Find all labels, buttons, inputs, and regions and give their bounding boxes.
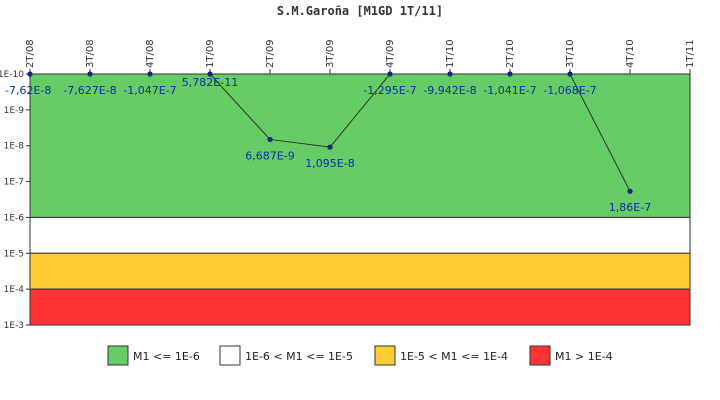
- legend-swatch: [219, 345, 241, 366]
- band-0: [29, 73, 691, 218]
- y-tick-label: 1E-4: [4, 285, 25, 295]
- data-point: [387, 71, 393, 77]
- legend-swatch: [529, 345, 551, 366]
- x-tick-label: 2T/10: [505, 39, 516, 68]
- data-label: -1,047E-7: [123, 84, 176, 97]
- data-point: [267, 136, 273, 143]
- data-label: 1,095E-8: [305, 157, 354, 170]
- legend-label: M1 <= 1E-6: [133, 350, 200, 363]
- x-axis-ticks: 2T/08 3T/08 4T/08 1T/09 2T/09 3T/09 4T/09 1T/10…: [25, 39, 696, 74]
- x-tick-label: 3T/08: [85, 39, 96, 68]
- x-tick-label: 4T/08: [145, 39, 156, 68]
- x-tick-label: 4T/10: [625, 39, 636, 68]
- x-tick-label: 3T/09: [325, 39, 336, 68]
- data-label: 6,687E-9: [245, 149, 294, 162]
- data-label: -1,295E-7: [363, 84, 416, 97]
- data-points: [27, 71, 633, 194]
- y-axis-ticks: 1E-10 1E-9 1E-8 1E-7 1E-6 1E-5 1E-4 1E-3: [0, 70, 30, 331]
- legend-swatch: [374, 345, 396, 366]
- data-point: [87, 71, 93, 77]
- y-tick-label: 1E-7: [4, 178, 24, 188]
- data-label: 1,86E-7: [609, 201, 651, 214]
- legend-label: 1E-5 < M1 <= 1E-4: [400, 350, 508, 363]
- x-tick-label: 4T/09: [385, 39, 396, 68]
- band-1: [29, 216, 691, 254]
- legend-label: 1E-6 < M1 <= 1E-5: [245, 350, 353, 363]
- legend-swatch: [107, 345, 129, 366]
- data-label: -7,62E-8: [5, 84, 51, 97]
- data-point: [327, 144, 333, 150]
- x-tick-label: 1T/10: [445, 39, 456, 68]
- x-tick-label: 2T/09: [265, 39, 276, 68]
- data-point: [147, 71, 153, 77]
- y-tick-label: 1E-8: [4, 142, 25, 152]
- band-3: [29, 288, 691, 326]
- data-labels: -7,62E-8 -7,627E-8 -1,047E-7 5,782E-11 6,687…: [5, 76, 651, 214]
- y-tick-label: 1E-3: [4, 321, 24, 331]
- data-point: [507, 71, 513, 77]
- data-point: [207, 71, 213, 77]
- legend: M1 <= 1E-6 1E-6 < M1 <= 1E-5 1E-5 < M1 <= …: [107, 345, 613, 366]
- data-label: -1,041E-7: [483, 84, 536, 97]
- y-tick-label: 1E-10: [0, 70, 24, 80]
- x-tick-label: 3T/10: [565, 39, 576, 68]
- data-label: 5,782E-11: [182, 76, 238, 89]
- x-tick-label: 2T/08: [25, 39, 36, 68]
- data-point: [627, 188, 633, 194]
- data-label: -7,627E-8: [63, 84, 116, 97]
- band-2: [29, 252, 691, 290]
- legend-label: M1 > 1E-4: [555, 350, 613, 363]
- y-tick-label: 1E-6: [4, 213, 25, 223]
- chart-title: S.M.Garoña [M1GD 1T/11]: [277, 4, 443, 18]
- x-tick-label: 1T/11: [685, 39, 696, 68]
- data-label: -9,942E-8: [423, 84, 476, 97]
- data-point: [447, 71, 453, 77]
- data-point: [567, 71, 573, 77]
- x-tick-label: 1T/09: [205, 39, 216, 68]
- y-tick-label: 1E-9: [4, 106, 25, 116]
- y-tick-label: 1E-5: [4, 249, 24, 259]
- data-label: -1,068E-7: [543, 84, 596, 97]
- data-point: [27, 71, 33, 77]
- risk-bands: [29, 73, 691, 326]
